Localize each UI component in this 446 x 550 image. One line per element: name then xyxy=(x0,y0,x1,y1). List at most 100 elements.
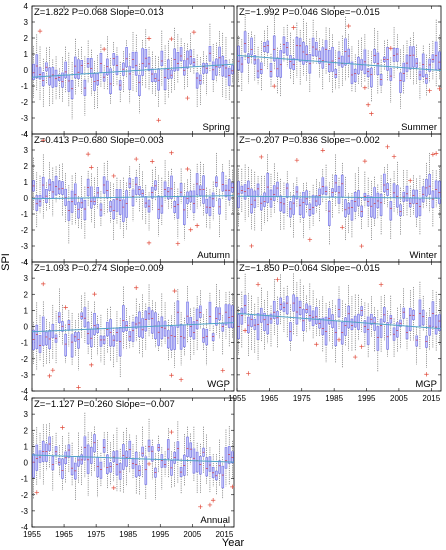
box xyxy=(269,189,273,208)
box xyxy=(386,47,389,71)
box xyxy=(73,56,77,79)
box xyxy=(337,298,341,318)
box xyxy=(418,198,422,216)
x-tick-label: 1995 xyxy=(358,394,376,403)
box xyxy=(302,191,305,218)
box xyxy=(48,330,51,350)
box xyxy=(179,324,183,350)
box xyxy=(73,183,77,205)
outlier-marker xyxy=(146,240,152,246)
y-tick-label: 0 xyxy=(24,66,29,75)
y-tick-label: -4 xyxy=(21,130,29,139)
panel-label: Winter xyxy=(410,250,437,261)
outlier-marker xyxy=(378,282,384,287)
box xyxy=(224,60,228,78)
box xyxy=(360,306,363,316)
box xyxy=(154,180,157,191)
box xyxy=(106,180,109,199)
box xyxy=(125,190,128,218)
box xyxy=(57,312,61,324)
outlier-marker xyxy=(352,354,358,360)
box xyxy=(434,315,438,335)
trend-line xyxy=(236,312,442,330)
outlier-marker xyxy=(89,165,94,170)
box xyxy=(128,66,132,90)
box xyxy=(324,186,328,195)
box xyxy=(38,195,42,207)
box xyxy=(353,315,357,328)
box xyxy=(412,46,415,68)
panel-stats: Z=−1.992 P=0.046 Slope=−0.015 xyxy=(239,7,380,18)
box xyxy=(331,46,334,72)
box xyxy=(402,62,406,82)
box xyxy=(295,186,299,200)
box xyxy=(205,198,209,214)
outlier-marker xyxy=(134,156,139,162)
box xyxy=(163,68,167,91)
box xyxy=(350,318,354,330)
box xyxy=(131,51,135,68)
box xyxy=(150,68,154,82)
y-tick-label: -3 xyxy=(21,242,29,251)
box xyxy=(211,333,215,342)
box xyxy=(183,196,186,225)
outlier-marker xyxy=(307,237,313,242)
box xyxy=(224,447,228,469)
box xyxy=(321,317,325,336)
box xyxy=(279,195,283,212)
outlier-marker xyxy=(188,227,193,232)
box xyxy=(38,450,42,463)
box xyxy=(186,301,189,324)
box xyxy=(292,195,295,215)
y-tick-label: 0 xyxy=(24,323,29,332)
box xyxy=(334,320,338,347)
box xyxy=(311,310,315,326)
box xyxy=(67,444,71,458)
box xyxy=(147,439,151,452)
box xyxy=(295,36,299,60)
y-tick-label: -4 xyxy=(21,387,29,396)
outlier-marker xyxy=(92,291,97,297)
box xyxy=(131,321,135,342)
y-tick-label: 4 xyxy=(24,394,29,403)
outlier-marker xyxy=(63,305,68,310)
box xyxy=(208,46,212,62)
box xyxy=(247,53,250,64)
box xyxy=(366,195,370,207)
x-tick-label: 1985 xyxy=(325,394,343,403)
outlier-marker xyxy=(294,157,300,163)
box xyxy=(199,185,202,197)
box xyxy=(45,443,48,462)
box xyxy=(86,321,90,345)
outlier-marker xyxy=(427,88,432,93)
box xyxy=(173,326,176,350)
box xyxy=(138,74,141,97)
box xyxy=(318,50,321,64)
outlier-marker xyxy=(76,385,81,390)
box xyxy=(231,65,234,75)
y-tick-label: 1 xyxy=(24,306,29,315)
y-axis-label: SPI xyxy=(0,253,12,271)
box xyxy=(150,310,154,334)
box xyxy=(221,172,225,192)
box xyxy=(195,308,199,330)
box xyxy=(350,61,354,84)
box xyxy=(344,317,347,336)
box xyxy=(157,321,160,346)
box xyxy=(289,201,292,218)
box xyxy=(77,332,80,349)
y-tick-label: 1 xyxy=(24,50,29,59)
box xyxy=(250,188,253,214)
y-tick-label: -4 xyxy=(21,523,29,532)
box xyxy=(109,201,112,212)
outlier-marker xyxy=(210,498,216,503)
box xyxy=(118,463,122,480)
box xyxy=(163,459,167,468)
box xyxy=(431,301,435,327)
box xyxy=(302,309,305,332)
box xyxy=(211,467,215,478)
outlier-marker xyxy=(134,285,139,290)
outlier-marker xyxy=(291,25,296,30)
box xyxy=(41,72,45,87)
box xyxy=(83,199,87,221)
